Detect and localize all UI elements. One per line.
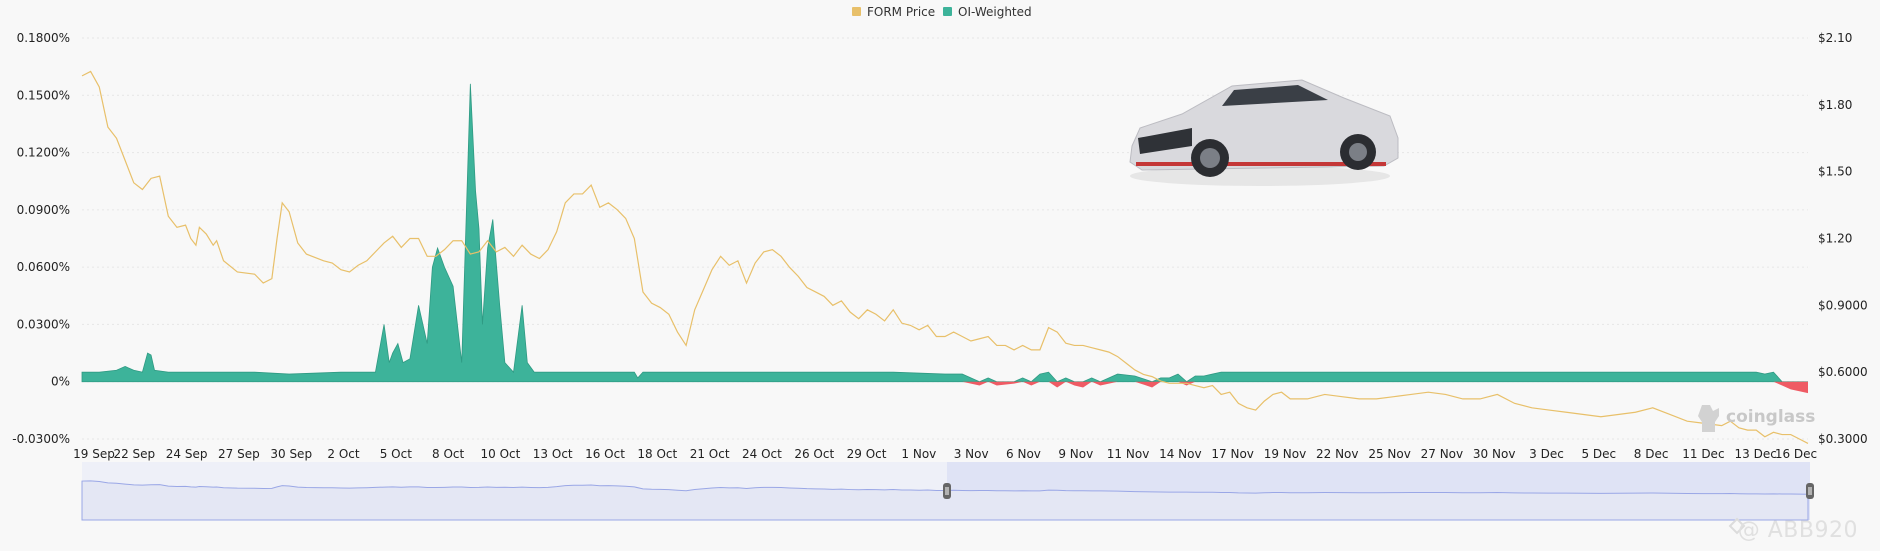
- navigator-series: [81, 480, 1809, 521]
- legend-label-price: FORM Price: [867, 5, 935, 19]
- x-tick: 5 Dec: [1581, 447, 1616, 461]
- y-axis-left: 0.1800% 0.1500% 0.1200% 0.0900% 0.0600% 0.030…: [12, 31, 70, 446]
- legend-swatch-oi: [943, 7, 952, 16]
- x-tick: 3 Dec: [1529, 447, 1564, 461]
- credit-text: @ ABB920: [1737, 518, 1858, 543]
- x-tick: 27 Nov: [1421, 447, 1464, 461]
- x-tick: 18 Oct: [637, 447, 677, 461]
- y-left-tick: 0.0600%: [17, 260, 70, 274]
- y-right-tick: $2.10: [1818, 31, 1852, 45]
- legend-swatch-price: [852, 7, 861, 16]
- series-form-price: [81, 70, 1809, 444]
- y-left-tick: 0.0900%: [17, 203, 70, 217]
- y-left-tick: 0.1500%: [17, 88, 70, 102]
- x-tick: 24 Sep: [166, 447, 208, 461]
- x-tick: 30 Sep: [270, 447, 312, 461]
- x-tick: 3 Nov: [954, 447, 989, 461]
- y-left-tick: 0.1200%: [17, 146, 70, 160]
- x-tick: 13 Oct: [533, 447, 573, 461]
- y-axis-right: $2.10 $1.80 $1.50 $1.20 $0.9000 $0.6000 $0.300…: [1818, 31, 1868, 446]
- coinglass-logo-icon: [1698, 405, 1719, 432]
- range-handle-icon: [1806, 483, 1814, 499]
- x-tick: 27 Sep: [218, 447, 260, 461]
- series-oi-weighted: [81, 83, 1808, 394]
- range-navigator[interactable]: [81, 462, 1814, 521]
- x-tick: 16 Oct: [585, 447, 625, 461]
- x-tick: 30 Nov: [1473, 447, 1516, 461]
- x-tick: 29 Oct: [847, 447, 887, 461]
- x-tick: 22 Nov: [1316, 447, 1359, 461]
- x-tick: 25 Nov: [1368, 447, 1411, 461]
- x-tick: 17 Nov: [1211, 447, 1254, 461]
- y-right-tick: $1.80: [1818, 98, 1852, 112]
- y-right-tick: $0.6000: [1818, 365, 1868, 379]
- y-left-tick: -0.0300%: [12, 432, 70, 446]
- car-image: [1129, 79, 1399, 186]
- x-tick: 11 Nov: [1107, 447, 1150, 461]
- y-right-tick: $1.20: [1818, 232, 1852, 246]
- y-right-tick: $1.50: [1818, 165, 1852, 179]
- x-tick: 19 Nov: [1264, 447, 1307, 461]
- y-left-tick: 0.0300%: [17, 317, 70, 331]
- y-right-tick: $0.9000: [1818, 298, 1868, 312]
- range-handle-left[interactable]: [943, 483, 951, 499]
- x-tick: 9 Nov: [1058, 447, 1093, 461]
- x-tick: 24 Oct: [742, 447, 782, 461]
- x-tick: 16 Dec: [1775, 447, 1817, 461]
- range-handle-icon: [943, 483, 951, 499]
- svg-text:coinglass: coinglass: [1726, 407, 1815, 427]
- oi-negative-area: [82, 381, 1808, 394]
- x-tick: 11 Dec: [1682, 447, 1724, 461]
- x-tick: 21 Oct: [690, 447, 730, 461]
- x-tick: 6 Nov: [1006, 447, 1041, 461]
- x-tick: 13 Dec: [1735, 447, 1777, 461]
- coinglass-watermark: coinglass: [1698, 405, 1815, 432]
- x-tick: 10 Oct: [481, 447, 521, 461]
- y-left-tick: 0.1800%: [17, 31, 70, 45]
- legend[interactable]: FORM Price OI-Weighted: [852, 5, 1032, 19]
- legend-label-oi: OI-Weighted: [958, 5, 1032, 19]
- x-tick: 5 Oct: [380, 447, 412, 461]
- y-right-tick: $0.3000: [1818, 432, 1868, 446]
- x-tick: 19 Sep: [73, 447, 115, 461]
- x-tick: 14 Nov: [1159, 447, 1202, 461]
- oi-positive-area: [81, 83, 1808, 383]
- x-tick: 22 Sep: [113, 447, 155, 461]
- x-tick: 1 Nov: [901, 447, 936, 461]
- x-tick: 8 Oct: [432, 447, 464, 461]
- price-line: [81, 70, 1809, 444]
- x-tick: 26 Oct: [794, 447, 834, 461]
- y-left-tick: 0%: [51, 375, 70, 389]
- binance-logo-icon: [1728, 517, 1746, 535]
- x-tick: 8 Dec: [1634, 447, 1669, 461]
- x-tick: 2 Oct: [327, 447, 359, 461]
- range-handle-right[interactable]: [1806, 483, 1814, 499]
